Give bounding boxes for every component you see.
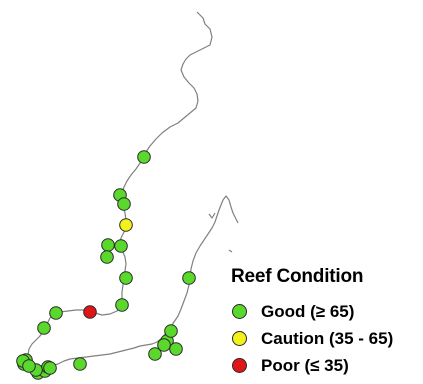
reef-site-marker-good bbox=[43, 361, 57, 375]
reef-site-marker-good bbox=[73, 357, 87, 371]
reef-site-marker-good bbox=[137, 150, 151, 164]
caution-circle-icon bbox=[232, 331, 247, 346]
reef-site-marker-good bbox=[100, 250, 114, 264]
legend: Reef Condition Good (≥ 65) Caution (35 -… bbox=[228, 266, 418, 379]
small-inlet bbox=[208, 212, 216, 219]
poor-circle-icon bbox=[232, 358, 247, 373]
reef-site-marker-good bbox=[115, 298, 129, 312]
reef-site-marker-good bbox=[101, 238, 115, 252]
east-coastline bbox=[50, 195, 239, 367]
small-island bbox=[228, 249, 233, 253]
reef-site-marker-good bbox=[114, 239, 128, 253]
reef-site-marker-good bbox=[117, 197, 131, 211]
legend-item-good: Good (≥ 65) bbox=[228, 298, 418, 325]
reef-site-marker-good bbox=[49, 306, 63, 320]
legend-title: Reef Condition bbox=[231, 266, 364, 287]
legend-label-good: Good (≥ 65) bbox=[261, 301, 355, 321]
legend-label-caution: Caution (35 - 65) bbox=[261, 328, 394, 348]
reef-site-marker-good bbox=[119, 271, 133, 285]
legend-item-poor: Poor (≤ 35) bbox=[228, 352, 418, 379]
reef-sites bbox=[16, 150, 196, 380]
legend-item-caution: Caution (35 - 65) bbox=[228, 325, 418, 352]
reef-site-marker-good bbox=[157, 338, 171, 352]
reef-site-marker-good bbox=[169, 342, 183, 356]
legend-label-poor: Poor (≤ 35) bbox=[261, 355, 349, 375]
reef-site-marker-caution bbox=[119, 218, 133, 232]
good-circle-icon bbox=[232, 304, 247, 319]
reef-site-marker-good bbox=[22, 359, 36, 373]
reef-site-marker-good bbox=[164, 324, 178, 338]
reef-site-marker-good bbox=[182, 271, 196, 285]
reef-site-marker-good bbox=[148, 347, 162, 361]
reef-site-marker-poor bbox=[83, 305, 97, 319]
reef-site-marker-good bbox=[37, 321, 51, 335]
